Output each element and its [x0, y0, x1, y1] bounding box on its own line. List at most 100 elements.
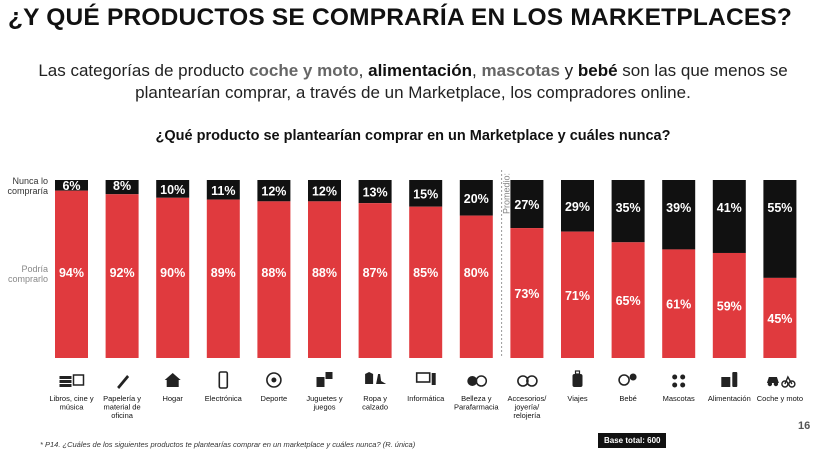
smartphone-icon	[218, 371, 229, 389]
subtitle-text-5: son las que menos se plantearían comprar…	[135, 61, 788, 102]
house-icon	[164, 373, 181, 387]
bar-could	[156, 197, 190, 358]
category-label: Alimentación	[708, 394, 751, 403]
house-shape	[164, 373, 181, 387]
pencil-shape	[117, 375, 130, 389]
bar-never	[55, 180, 88, 191]
bar-could	[257, 201, 291, 358]
watch-ring-icon	[517, 375, 538, 387]
footnote: * P14. ¿Cuáles de los siguientes product…	[40, 440, 416, 449]
data-label-never: 27%	[514, 198, 539, 212]
category-label: Libros, cine y	[49, 394, 93, 403]
data-label-never: 13%	[363, 186, 388, 200]
category-label: Hogar	[162, 394, 183, 403]
wheel	[781, 380, 789, 388]
bar-could	[358, 203, 392, 358]
bar-never	[257, 180, 291, 202]
category-label: Mascotas	[663, 394, 695, 403]
data-label-could: 80%	[464, 266, 489, 280]
wheel	[788, 380, 796, 388]
category-label: Bebé	[619, 394, 637, 403]
data-label-could: 94%	[59, 266, 84, 280]
watch-shape	[526, 375, 538, 387]
never-series-label: Nunca lo	[12, 176, 48, 186]
data-label-never: 55%	[767, 201, 792, 215]
phone-shape	[218, 371, 229, 389]
page-number: 16	[798, 420, 811, 432]
food-box	[721, 377, 731, 387]
category-label: Informática	[407, 394, 445, 403]
suitcase-icon	[572, 370, 583, 387]
shirt-shape	[365, 372, 374, 384]
paw-pad	[672, 382, 678, 388]
bar-never	[409, 180, 443, 207]
baby-rattle-icon	[618, 373, 637, 386]
bottle-shape	[467, 376, 478, 386]
paw-icon	[672, 374, 686, 388]
data-label-could: 92%	[110, 266, 135, 280]
data-label-never: 39%	[666, 201, 691, 215]
bar-never	[358, 180, 392, 204]
data-label-never: 41%	[717, 201, 742, 215]
bar-never	[308, 180, 341, 202]
bar-never	[510, 180, 544, 229]
clapper-shape	[72, 374, 85, 386]
category-label: Viajes	[567, 394, 588, 403]
bar-never	[712, 180, 746, 253]
book-shape	[59, 380, 72, 383]
subtitle-highlight-alimentacion: alimentación	[368, 61, 473, 80]
suitcase-shape	[572, 374, 583, 387]
bar-never	[611, 180, 645, 243]
food-bottle-icon	[721, 372, 738, 387]
data-label-could: 87%	[363, 266, 388, 280]
bar-could	[510, 228, 544, 358]
bar-could	[611, 242, 645, 358]
bar-never	[156, 180, 190, 198]
page-title: ¿Y QUÉ PRODUCTOS SE COMPRARÍA EN LOS MAR…	[8, 4, 793, 31]
wheel	[773, 381, 779, 387]
bar-never	[662, 180, 696, 250]
page-subtitle: Las categorías de producto coche y moto,…	[20, 60, 806, 104]
paw-pad	[680, 382, 686, 388]
subtitle-text-3: ,	[472, 61, 482, 80]
data-label-could: 88%	[261, 266, 286, 280]
ball-patch	[271, 377, 277, 383]
ring-shape	[517, 375, 529, 387]
bar-could	[308, 201, 341, 358]
books-film-icon	[59, 374, 85, 387]
category-label: Coche y moto	[757, 394, 803, 403]
data-label-could: 73%	[514, 287, 539, 301]
toy-block	[316, 377, 325, 387]
average-line-label: Promedio: 76%	[502, 170, 512, 214]
data-label-never: 12%	[312, 185, 337, 199]
paw-pad	[680, 374, 686, 380]
data-label-could: 88%	[312, 266, 337, 280]
chart-title: ¿Qué producto se plantearían comprar en …	[155, 128, 671, 144]
subtitle-text-2: ,	[358, 61, 369, 80]
data-label-never: 20%	[464, 192, 489, 206]
data-label-never: 6%	[62, 179, 80, 193]
category-label: música	[60, 403, 85, 412]
subtitle-text-4: y	[559, 61, 578, 80]
bar-could	[206, 199, 240, 358]
moto-frame	[784, 375, 793, 385]
bar-could	[662, 249, 696, 358]
computer-icon	[415, 372, 436, 385]
category-label: Juguetes y	[306, 394, 343, 403]
car-shape	[766, 377, 779, 383]
could-series-label: Podría	[21, 264, 48, 274]
tower-shape	[431, 373, 436, 385]
category-label: material de	[104, 403, 141, 412]
car-moto-icon	[766, 375, 796, 388]
data-label-never: 10%	[160, 183, 185, 197]
category-label: oficina	[111, 411, 134, 420]
bar-could	[763, 277, 797, 358]
category-label: calzado	[362, 403, 388, 412]
bar-never	[206, 180, 240, 200]
category-label: Papelería y	[103, 394, 141, 403]
category-label: juegos	[312, 403, 335, 412]
base-total-badge: Base total: 600	[598, 433, 667, 448]
suitcase-handle	[574, 370, 581, 375]
book-shape	[59, 376, 72, 379]
